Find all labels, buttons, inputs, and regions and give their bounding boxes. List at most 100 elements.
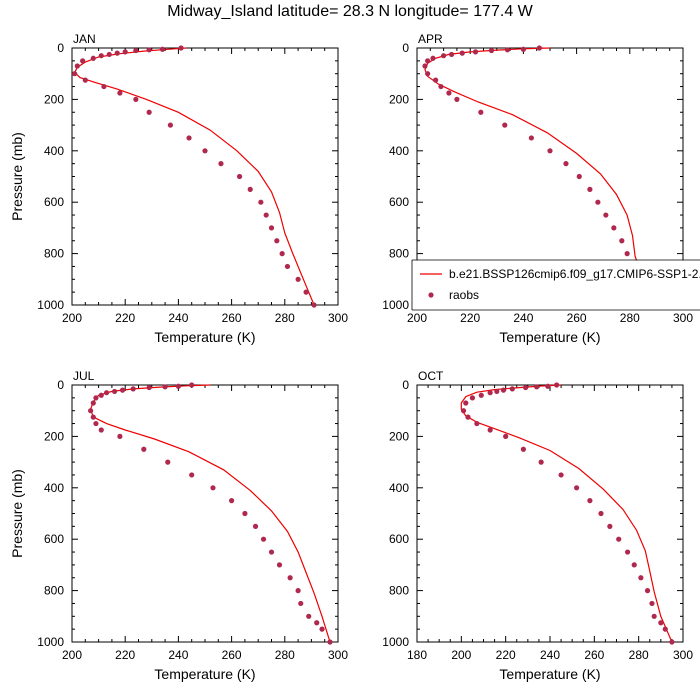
raobs-point	[141, 446, 147, 452]
y-tick-label: 800	[389, 247, 409, 261]
raobs-point	[454, 96, 460, 102]
raobs-point	[189, 382, 195, 388]
x-axis-label: Temperature (K)	[154, 666, 255, 682]
raobs-point	[558, 472, 564, 478]
raobs-point	[611, 225, 617, 231]
y-tick-label: 200	[389, 92, 409, 106]
raobs-point	[167, 122, 174, 128]
raobs-point	[425, 58, 431, 64]
raobs-point	[327, 639, 333, 645]
raobs-point	[165, 459, 171, 465]
raobs-point	[268, 549, 275, 555]
raobs-point	[598, 510, 604, 517]
y-axis-label: Pressure (mb)	[9, 469, 25, 558]
raobs-point	[175, 383, 181, 389]
raobs-point	[114, 50, 120, 56]
raobs-point	[90, 400, 96, 406]
raobs-point	[276, 562, 283, 568]
x-axis-label: Temperature (K)	[499, 666, 600, 682]
raobs-point	[649, 600, 655, 607]
model-series-line	[89, 384, 331, 643]
raobs-point	[295, 276, 301, 282]
y-tick-label: 600	[389, 195, 409, 209]
raobs-point	[465, 414, 471, 420]
raobs-point	[576, 173, 582, 180]
raobs-point	[587, 498, 593, 504]
raobs-point	[90, 55, 96, 61]
raobs-point	[446, 90, 452, 96]
x-tick-label: 240	[540, 648, 560, 662]
raobs-point	[133, 96, 139, 102]
raobs-point	[619, 238, 625, 244]
raobs-point	[500, 387, 507, 393]
raobs-point	[487, 427, 493, 433]
y-tick-label: 600	[44, 195, 64, 209]
model-series-line	[73, 47, 315, 306]
raobs-point	[616, 536, 622, 542]
raobs-point	[425, 71, 431, 77]
x-tick-label: 280	[275, 311, 295, 325]
raobs-point	[438, 83, 444, 90]
raobs-point	[472, 49, 479, 55]
plot-frame	[416, 384, 684, 643]
x-tick-label: 260	[584, 648, 604, 662]
raobs-point	[563, 161, 569, 167]
raobs-point	[638, 575, 644, 581]
raobs-point	[503, 433, 509, 439]
raobs-point	[111, 388, 118, 395]
raobs-point	[122, 49, 128, 55]
raobs-point	[258, 199, 264, 205]
raobs-point	[247, 186, 253, 192]
x-tick-label: 220	[460, 311, 480, 325]
figure-title: Midway_Island latitude= 28.3 N longitude…	[167, 3, 533, 20]
raobs-point	[178, 45, 184, 51]
legend-model-label: b.e21.BSSP126cmip6.f09_g17.CMIP6-SSP1-2.…	[449, 267, 700, 281]
legend-obs-label: raobs	[449, 288, 479, 302]
raobs-point	[603, 212, 609, 218]
raobs-point	[595, 199, 601, 205]
raobs-point	[314, 620, 320, 626]
y-tick-label: 200	[389, 429, 409, 443]
raobs-point	[422, 63, 428, 69]
x-tick-label: 300	[328, 311, 348, 325]
y-tick-label: 800	[389, 584, 409, 598]
month-label: JUL	[73, 369, 95, 383]
x-tick-label: 220	[115, 311, 135, 325]
raobs-point	[607, 523, 613, 529]
raobs-point	[93, 420, 99, 427]
x-tick-label: 240	[168, 648, 188, 662]
raobs-point	[547, 148, 553, 154]
raobs-point	[502, 122, 508, 128]
raobs-point	[554, 382, 560, 388]
raobs-point	[520, 46, 527, 52]
x-tick-label: 200	[407, 311, 427, 325]
model-series-line	[460, 384, 673, 643]
x-tick-label: 300	[673, 311, 693, 325]
y-tick-label: 400	[44, 144, 64, 158]
raobs-point	[494, 388, 500, 395]
raobs-point	[295, 588, 301, 594]
raobs-point	[433, 77, 439, 83]
raobs-point	[133, 47, 139, 54]
plot-frame	[71, 384, 339, 643]
raobs-point	[162, 384, 168, 390]
raobs-point	[669, 639, 675, 645]
raobs-point	[159, 46, 166, 52]
y-tick-label: 0	[57, 378, 64, 392]
raobs-point	[202, 148, 208, 154]
raobs-point	[463, 400, 469, 406]
raobs-point	[662, 626, 668, 632]
raobs-point	[101, 83, 107, 90]
y-tick-label: 0	[402, 41, 409, 55]
month-label: OCT	[418, 369, 444, 383]
raobs-point	[229, 498, 235, 504]
raobs-point	[242, 510, 248, 517]
y-tick-label: 0	[57, 41, 64, 55]
raobs-point	[146, 47, 152, 53]
raobs-point	[474, 420, 480, 427]
x-tick-label: 240	[168, 311, 188, 325]
raobs-point	[74, 63, 80, 69]
y-tick-label: 1000	[37, 635, 64, 649]
raobs-point	[186, 135, 192, 141]
x-axis-label: Temperature (K)	[154, 329, 255, 345]
